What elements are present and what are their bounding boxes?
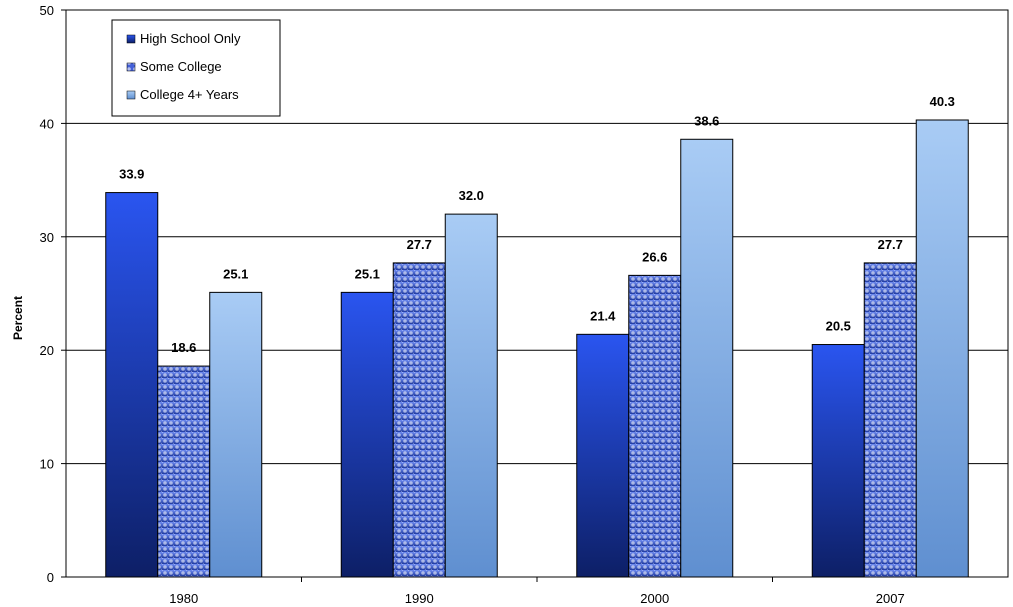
y-axis-title: Percent [11, 296, 25, 340]
bar-high-school-only-1990 [340, 291, 394, 578]
data-label: 25.1 [355, 266, 380, 281]
x-tick-label: 1990 [405, 591, 434, 606]
bars [105, 119, 969, 578]
data-label: 26.6 [642, 249, 667, 264]
y-tick-label: 40 [40, 116, 54, 131]
data-label: 32.0 [459, 188, 484, 203]
y-tick-label: 20 [40, 343, 54, 358]
bar-college-4-years-1980 [209, 291, 263, 578]
legend-label-some-college: Some College [140, 59, 222, 74]
data-label: 18.6 [171, 340, 196, 355]
bar-high-school-only-2007 [811, 344, 865, 578]
y-tick-label: 0 [47, 570, 54, 585]
x-tick-label: 2000 [640, 591, 669, 606]
bar-college-4-years-2000 [680, 138, 734, 578]
data-label: 40.3 [930, 94, 955, 109]
data-label: 27.7 [878, 237, 903, 252]
legend-label-college-4-years: College 4+ Years [140, 87, 239, 102]
data-label: 33.9 [119, 167, 144, 182]
x-tick-label: 2007 [876, 591, 905, 606]
bar-college-4-years-2007 [915, 119, 969, 578]
data-label: 27.7 [407, 237, 432, 252]
data-label: 21.4 [590, 308, 616, 323]
y-tick-label: 10 [40, 457, 54, 472]
data-label: 38.6 [694, 113, 719, 128]
data-labels: 33.9 18.6 25.1 25.1 27.7 32.0 21.4 26.6 38.6 20.5… [119, 94, 955, 355]
x-tick-label: 1980 [169, 591, 198, 606]
data-label: 25.1 [223, 266, 248, 281]
axes: 0 10 20 30 40 50 1980 1990 2000 2007 [40, 3, 1008, 606]
bar-some-college-1980 [157, 365, 211, 578]
legend-box [111, 19, 281, 117]
bar-some-college-2007 [863, 262, 917, 578]
bar-college-4-years-1990 [444, 213, 498, 578]
legend-swatch-some-college [126, 62, 136, 72]
legend: High School Only Some College College 4+… [111, 19, 281, 117]
y-tick-label: 30 [40, 230, 54, 245]
legend-swatch-college-4-years [126, 90, 136, 100]
legend-swatch-high-school-only [126, 34, 136, 44]
data-label: 20.5 [826, 319, 851, 334]
legend-label-high-school-only: High School Only [140, 31, 241, 46]
y-tick-label: 50 [40, 3, 54, 18]
bar-some-college-1990 [392, 262, 446, 578]
bar-high-school-only-2000 [576, 333, 630, 578]
bar-some-college-2000 [628, 274, 682, 578]
bar-high-school-only-1980 [105, 192, 159, 578]
